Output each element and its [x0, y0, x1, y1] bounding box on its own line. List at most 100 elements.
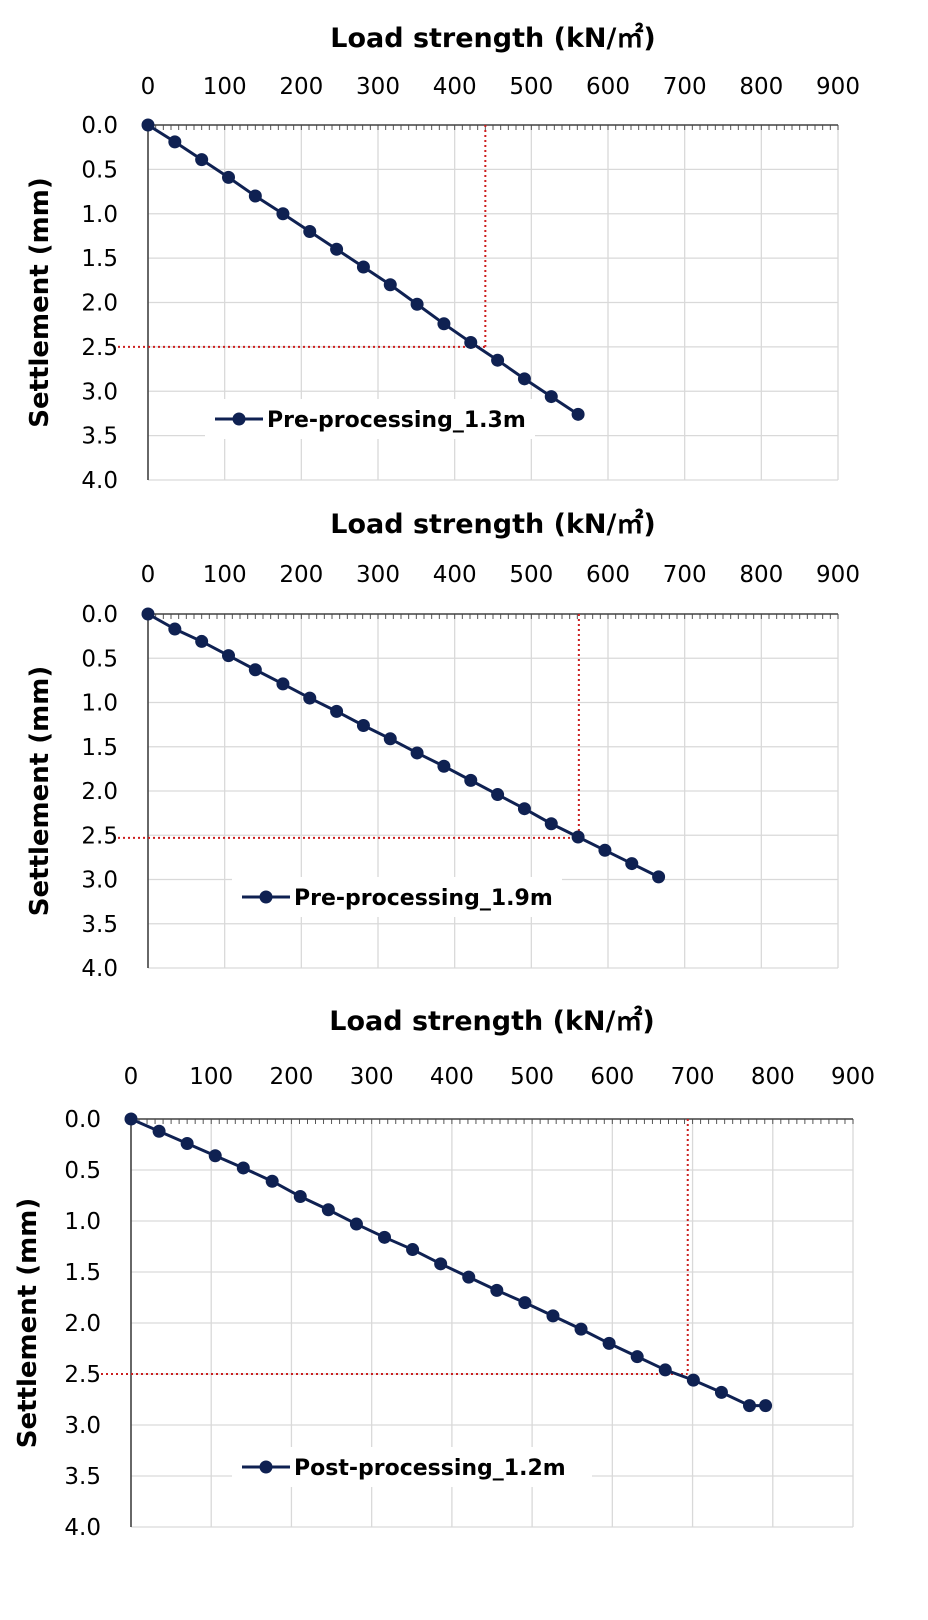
- data-point: [464, 773, 478, 787]
- y-tick-label: 0.0: [81, 602, 118, 628]
- x-tick-label: 600: [586, 562, 630, 588]
- y-tick-label: 3.0: [81, 379, 118, 405]
- x-tick-label: 200: [269, 1064, 313, 1090]
- x-tick-label: 100: [203, 74, 247, 100]
- x-tick-label: 600: [586, 74, 630, 100]
- data-point: [276, 677, 290, 691]
- x-tick-label: 0: [141, 74, 156, 100]
- x-tick-label: 100: [203, 562, 247, 588]
- legend-marker: [259, 890, 273, 904]
- y-tick-label: 1.5: [81, 246, 118, 272]
- x-tick-label: 900: [831, 1064, 875, 1090]
- x-axis-title: Load strength (kN/㎡): [330, 22, 655, 54]
- x-tick-label: 600: [590, 1064, 634, 1090]
- y-tick-label: 2.5: [81, 335, 118, 361]
- y-tick-label: 2.0: [81, 291, 118, 317]
- data-point: [490, 1283, 504, 1297]
- data-point: [265, 1174, 279, 1188]
- data-point: [462, 1270, 476, 1284]
- data-point: [276, 207, 290, 221]
- data-point: [686, 1373, 700, 1387]
- data-point: [571, 830, 585, 844]
- data-point: [303, 225, 317, 238]
- data-point: [383, 278, 397, 292]
- data-point: [574, 1322, 588, 1336]
- legend-label: Post-processing_1.2m: [294, 1456, 566, 1481]
- y-tick-label: 1.0: [81, 202, 118, 228]
- data-point: [434, 1257, 448, 1271]
- data-point: [544, 390, 558, 404]
- y-tick-label: 1.5: [64, 1260, 101, 1286]
- y-tick-label: 3.0: [64, 1413, 101, 1439]
- y-tick-label: 1.0: [81, 691, 118, 717]
- y-tick-label: 0.0: [64, 1107, 101, 1133]
- y-axis-title: Settlement (mm): [13, 1198, 43, 1448]
- data-point: [180, 1136, 194, 1150]
- y-tick-label: 1.5: [81, 735, 118, 761]
- data-point: [517, 802, 531, 816]
- legend-box: [232, 1447, 592, 1487]
- data-point: [356, 260, 370, 274]
- data-point: [248, 189, 262, 203]
- x-tick-label: 500: [510, 1064, 554, 1090]
- y-tick-label: 2.5: [64, 1362, 101, 1388]
- y-tick-label: 3.5: [81, 912, 118, 938]
- x-axis-title: Load strength (kN/㎡): [329, 1005, 654, 1037]
- data-point: [321, 1203, 335, 1217]
- x-tick-label: 0: [141, 562, 156, 588]
- x-tick-label: 300: [350, 1064, 394, 1090]
- data-point: [491, 788, 505, 802]
- y-tick-label: 0.5: [81, 157, 118, 183]
- data-point: [248, 663, 262, 677]
- data-point: [598, 843, 612, 857]
- data-point: [330, 704, 344, 718]
- data-point: [630, 1350, 644, 1364]
- x-tick-label: 100: [189, 1064, 233, 1090]
- data-point: [356, 719, 370, 733]
- y-axis-title: Settlement (mm): [25, 666, 55, 916]
- x-tick-label: 300: [356, 562, 400, 588]
- data-point: [517, 372, 531, 386]
- data-point: [602, 1336, 616, 1350]
- data-point: [491, 353, 505, 367]
- y-tick-label: 1.0: [64, 1209, 101, 1235]
- data-point: [222, 170, 235, 184]
- data-point: [141, 118, 155, 132]
- data-point: [743, 1399, 757, 1413]
- y-tick-label: 2.0: [81, 779, 118, 805]
- x-tick-label: 200: [279, 562, 323, 588]
- series-line: [130, 1117, 766, 1408]
- data-point: [222, 649, 235, 663]
- data-point: [236, 1161, 250, 1175]
- x-tick-label: 800: [739, 74, 783, 100]
- data-point: [406, 1243, 420, 1257]
- x-tick-label: 700: [671, 1064, 715, 1090]
- x-tick-label: 700: [663, 74, 707, 100]
- y-axis-title: Settlement (mm): [25, 177, 55, 427]
- chart-2: 0 100 200 300 400 500 600 700 800 900 0.0 0.5 1.0 1.5…: [25, 508, 860, 982]
- x-tick-label: 200: [279, 74, 323, 100]
- data-point: [303, 691, 317, 705]
- x-tick-label: 400: [430, 1064, 474, 1090]
- data-point: [652, 870, 666, 884]
- x-tick-label: 400: [433, 74, 477, 100]
- x-tick-label: 800: [739, 562, 783, 588]
- y-tick-label: 2.0: [64, 1311, 101, 1337]
- y-tick-label: 0.5: [81, 646, 118, 672]
- data-point: [518, 1296, 532, 1310]
- legend-marker: [259, 1460, 273, 1474]
- data-point: [383, 732, 397, 746]
- data-point: [330, 242, 344, 256]
- chart-3: 0 100 200 300 400 500 600 700 800 900 0.0 0.5 1.0 1.5…: [13, 1005, 875, 1541]
- data-point: [437, 317, 451, 331]
- data-point: [168, 135, 182, 149]
- data-point: [759, 1399, 773, 1413]
- legend-label: Pre-processing_1.3m: [267, 408, 526, 433]
- x-tick-label: 900: [816, 562, 860, 588]
- y-tick-label: 0.5: [64, 1158, 101, 1184]
- x-tick-label: 800: [751, 1064, 795, 1090]
- x-tick-label: 500: [509, 74, 553, 100]
- data-point: [378, 1230, 392, 1244]
- x-tick-label: 500: [509, 562, 553, 588]
